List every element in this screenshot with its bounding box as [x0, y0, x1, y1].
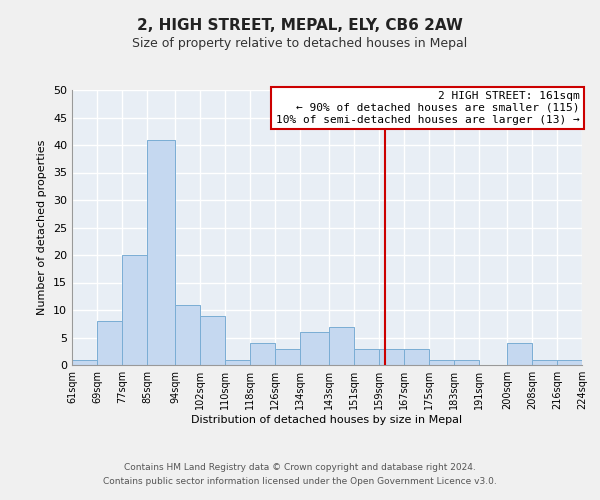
Bar [250, 343, 275, 365]
Text: Contains public sector information licensed under the Open Government Licence v3: Contains public sector information licen… [103, 477, 497, 486]
Bar [122, 255, 147, 365]
Bar [329, 326, 353, 365]
X-axis label: Distribution of detached houses by size in Mepal: Distribution of detached houses by size … [191, 415, 463, 425]
Text: 2 HIGH STREET: 161sqm
← 90% of detached houses are smaller (115)
10% of semi-det: 2 HIGH STREET: 161sqm ← 90% of detached … [276, 92, 580, 124]
Bar [97, 321, 122, 365]
Bar [353, 348, 379, 365]
Bar [428, 360, 454, 365]
Text: 2, HIGH STREET, MEPAL, ELY, CB6 2AW: 2, HIGH STREET, MEPAL, ELY, CB6 2AW [137, 18, 463, 32]
Text: Size of property relative to detached houses in Mepal: Size of property relative to detached ho… [133, 38, 467, 51]
Bar [200, 316, 226, 365]
Bar [379, 348, 404, 365]
Bar [532, 360, 557, 365]
Bar [226, 360, 250, 365]
Bar [147, 140, 175, 365]
Bar [557, 360, 582, 365]
Y-axis label: Number of detached properties: Number of detached properties [37, 140, 47, 315]
Bar [301, 332, 329, 365]
Text: Contains HM Land Registry data © Crown copyright and database right 2024.: Contains HM Land Registry data © Crown c… [124, 464, 476, 472]
Bar [507, 343, 532, 365]
Bar [72, 360, 97, 365]
Bar [175, 304, 200, 365]
Bar [454, 360, 479, 365]
Bar [275, 348, 301, 365]
Bar [404, 348, 428, 365]
